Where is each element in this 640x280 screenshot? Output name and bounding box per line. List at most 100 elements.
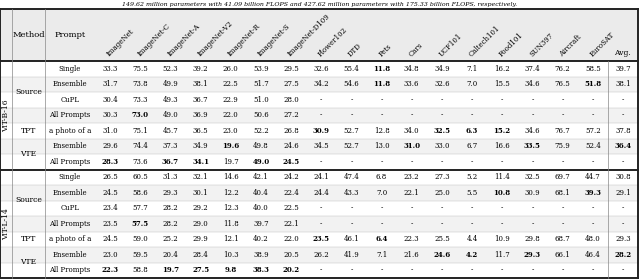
Text: 34.9: 34.9	[434, 65, 450, 73]
Bar	[0, 123, 638, 139]
Text: 75.9: 75.9	[555, 142, 570, 150]
Text: Method: Method	[12, 31, 45, 39]
Text: 15.5: 15.5	[494, 80, 510, 88]
Text: 23.4: 23.4	[102, 204, 118, 212]
Text: ImageNet-V2: ImageNet-V2	[196, 19, 235, 58]
Text: 30.9: 30.9	[313, 127, 330, 135]
Text: 39.2: 39.2	[193, 65, 209, 73]
Text: Cars: Cars	[407, 41, 424, 58]
Text: 26.0: 26.0	[223, 65, 239, 73]
Text: -: -	[501, 111, 504, 119]
Text: 60.5: 60.5	[132, 173, 148, 181]
Text: All Prompts: All Prompts	[49, 266, 91, 274]
Text: 10.3: 10.3	[223, 251, 239, 259]
Text: 30.9: 30.9	[525, 189, 540, 197]
Text: 46.1: 46.1	[344, 235, 359, 243]
Text: All Prompts: All Prompts	[49, 111, 91, 119]
Text: 11.8: 11.8	[223, 220, 239, 228]
Text: 30.4: 30.4	[102, 96, 118, 104]
Text: -: -	[350, 96, 353, 104]
Text: 13.0: 13.0	[374, 142, 389, 150]
Text: 57.7: 57.7	[132, 204, 148, 212]
Text: -: -	[411, 158, 413, 166]
Text: 39.7: 39.7	[615, 65, 631, 73]
Text: -: -	[591, 204, 594, 212]
Text: VTE: VTE	[20, 150, 36, 158]
Text: 22.1: 22.1	[284, 220, 299, 228]
Text: a photo of a: a photo of a	[49, 127, 91, 135]
Text: 75.1: 75.1	[132, 127, 148, 135]
Text: 52.7: 52.7	[344, 127, 359, 135]
Text: 38.9: 38.9	[253, 251, 269, 259]
Text: 24.6: 24.6	[284, 142, 299, 150]
Text: 29.2: 29.2	[193, 204, 209, 212]
Text: 11.8: 11.8	[373, 80, 390, 88]
Text: 49.0: 49.0	[163, 111, 179, 119]
Text: 27.5: 27.5	[284, 80, 299, 88]
Text: -: -	[320, 204, 323, 212]
Text: 23.0: 23.0	[223, 127, 239, 135]
Text: 27.5: 27.5	[192, 266, 209, 274]
Text: -: -	[380, 96, 383, 104]
Text: -: -	[501, 220, 504, 228]
Text: 73.3: 73.3	[132, 96, 148, 104]
Text: 36.5: 36.5	[193, 127, 209, 135]
Text: 34.2: 34.2	[314, 80, 329, 88]
Text: 22.0: 22.0	[223, 111, 239, 119]
Text: 57.2: 57.2	[585, 127, 600, 135]
Text: 29.9: 29.9	[193, 235, 209, 243]
Text: 10.9: 10.9	[494, 235, 510, 243]
Text: 19.7: 19.7	[162, 266, 179, 274]
Text: All Prompts: All Prompts	[49, 158, 91, 166]
Text: 22.3: 22.3	[404, 235, 420, 243]
Text: 12.8: 12.8	[374, 127, 390, 135]
Text: 29.8: 29.8	[525, 235, 540, 243]
Text: -: -	[561, 266, 564, 274]
Text: 29.3: 29.3	[615, 235, 631, 243]
Text: 16.2: 16.2	[494, 65, 510, 73]
Text: 52.4: 52.4	[585, 142, 600, 150]
Text: 59.0: 59.0	[132, 235, 148, 243]
Text: DTD: DTD	[347, 41, 364, 58]
Text: -: -	[441, 266, 443, 274]
Text: Ensemble: Ensemble	[52, 142, 87, 150]
Text: 22.4: 22.4	[284, 189, 299, 197]
Text: 74.4: 74.4	[132, 142, 148, 150]
Text: 20.2: 20.2	[282, 266, 300, 274]
Text: 12.3: 12.3	[223, 204, 239, 212]
Text: -: -	[471, 204, 473, 212]
Text: 76.5: 76.5	[555, 80, 570, 88]
Text: -: -	[380, 111, 383, 119]
Text: -: -	[531, 96, 534, 104]
Text: 149.62 million parameters with 41.09 billion FLOPS and 427.62 million parameters: 149.62 million parameters with 41.09 bil…	[122, 2, 518, 7]
Text: 73.6: 73.6	[132, 158, 148, 166]
Text: -: -	[350, 204, 353, 212]
Text: 33.5: 33.5	[524, 142, 541, 150]
Text: 39.3: 39.3	[584, 189, 601, 197]
Text: ViT-L-14: ViT-L-14	[2, 208, 10, 240]
Text: 9.8: 9.8	[225, 266, 237, 274]
Text: 54.6: 54.6	[344, 80, 359, 88]
Text: -: -	[411, 266, 413, 274]
Text: 26.5: 26.5	[102, 173, 118, 181]
Text: 28.2: 28.2	[163, 220, 179, 228]
Text: 24.6: 24.6	[433, 251, 451, 259]
Text: 19.6: 19.6	[222, 142, 239, 150]
Text: 42.1: 42.1	[253, 173, 269, 181]
Text: 22.1: 22.1	[404, 189, 420, 197]
Text: 34.9: 34.9	[193, 142, 209, 150]
Text: 49.8: 49.8	[253, 142, 269, 150]
Text: 73.8: 73.8	[132, 80, 148, 88]
Text: 76.7: 76.7	[555, 127, 570, 135]
Text: -: -	[591, 220, 594, 228]
Text: -: -	[411, 96, 413, 104]
Text: SUN397: SUN397	[528, 31, 555, 58]
Text: 29.3: 29.3	[524, 251, 541, 259]
Text: 11.8: 11.8	[373, 65, 390, 73]
Text: 31.0: 31.0	[102, 127, 118, 135]
Text: 34.5: 34.5	[314, 142, 329, 150]
Text: -: -	[621, 204, 624, 212]
Text: -: -	[350, 220, 353, 228]
Text: 24.2: 24.2	[284, 173, 299, 181]
Text: 29.3: 29.3	[163, 189, 178, 197]
